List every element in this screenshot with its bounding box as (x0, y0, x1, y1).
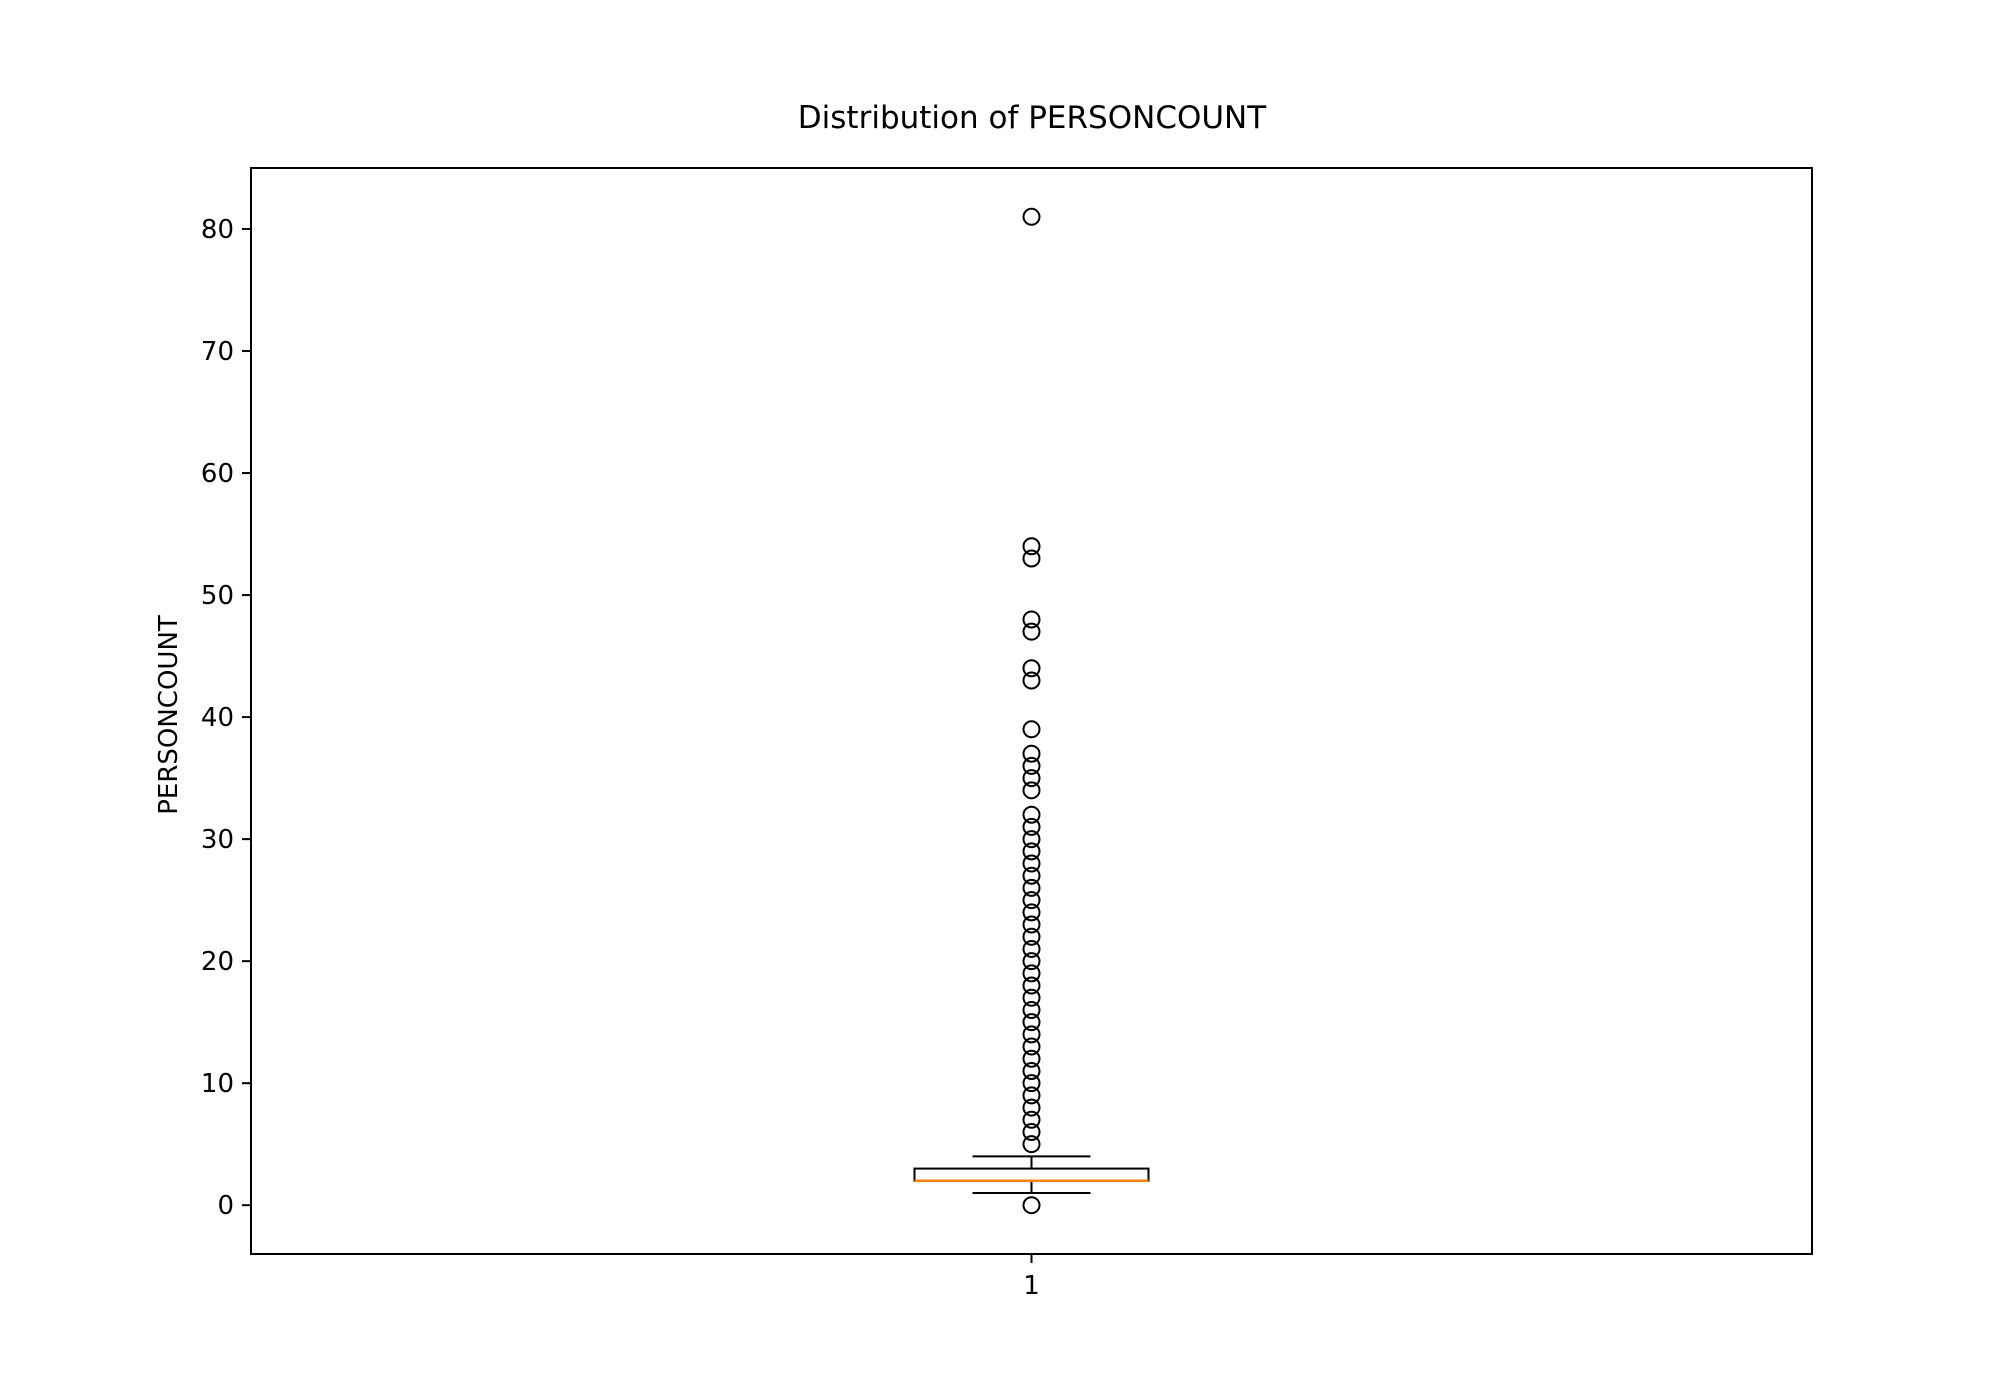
y-tick-label: 70 (201, 337, 234, 367)
outlier-point (1022, 1196, 1041, 1215)
outlier-point (1022, 939, 1041, 958)
outlier-point (1022, 866, 1041, 885)
outlier-point (1022, 1122, 1041, 1141)
outlier-point (1022, 1037, 1041, 1056)
outlier-point (1022, 878, 1041, 897)
outlier-point (1022, 610, 1041, 629)
outlier-point (1022, 854, 1041, 873)
outlier-point (1022, 891, 1041, 910)
outlier-point (1022, 976, 1041, 995)
y-tick-label: 40 (201, 703, 234, 733)
outlier-point (1022, 622, 1041, 641)
outlier-point (1022, 830, 1041, 849)
outlier-point (1022, 952, 1041, 971)
y-tick-label: 10 (201, 1069, 234, 1099)
outlier-point (1022, 781, 1041, 800)
outlier-point (1022, 1013, 1041, 1032)
outlier-point (1022, 964, 1041, 983)
outlier-point (1022, 720, 1041, 739)
outlier-point (1022, 671, 1041, 690)
plot-marks: 0 10 20 30 40 50 60 70 80 1 (201, 207, 1150, 1301)
outlier-point (1022, 1025, 1041, 1044)
outlier-point (1022, 769, 1041, 788)
iqr-box (913, 1167, 1150, 1182)
outlier-point (1022, 207, 1041, 226)
y-tick-label: 30 (201, 825, 234, 855)
outlier-point (1022, 1000, 1041, 1019)
outlier-point (1022, 756, 1041, 775)
y-tick-label: 20 (201, 947, 234, 977)
outlier-point (1022, 988, 1041, 1007)
chart-title: Distribution of PERSONCOUNT (798, 100, 1267, 136)
outlier-point (1022, 1098, 1041, 1117)
x-tick-label: 1 (1023, 1271, 1040, 1301)
outlier-point (1022, 549, 1041, 568)
outlier-point (1022, 659, 1041, 678)
y-tick-label: 80 (201, 215, 234, 245)
outlier-point (1022, 1086, 1041, 1105)
outlier-point (1022, 537, 1041, 556)
outlier-point (1022, 1074, 1041, 1093)
outlier-point (1022, 842, 1041, 861)
y-tick-label: 50 (201, 581, 234, 611)
outlier-point (1022, 817, 1041, 836)
outlier-point (1022, 1049, 1041, 1068)
outlier-point (1022, 744, 1041, 763)
outlier-point (1022, 915, 1041, 934)
y-tick-label: 60 (201, 459, 234, 489)
y-axis-label: PERSONCOUNT (154, 615, 184, 815)
plot-frame (250, 167, 1813, 1255)
outlier-point (1022, 1135, 1041, 1154)
outlier-point (1022, 903, 1041, 922)
outlier-point (1022, 1061, 1041, 1080)
y-tick-label: 0 (217, 1191, 234, 1221)
outlier-point (1022, 1110, 1041, 1129)
outlier-point (1022, 927, 1041, 946)
outlier-point (1022, 805, 1041, 824)
